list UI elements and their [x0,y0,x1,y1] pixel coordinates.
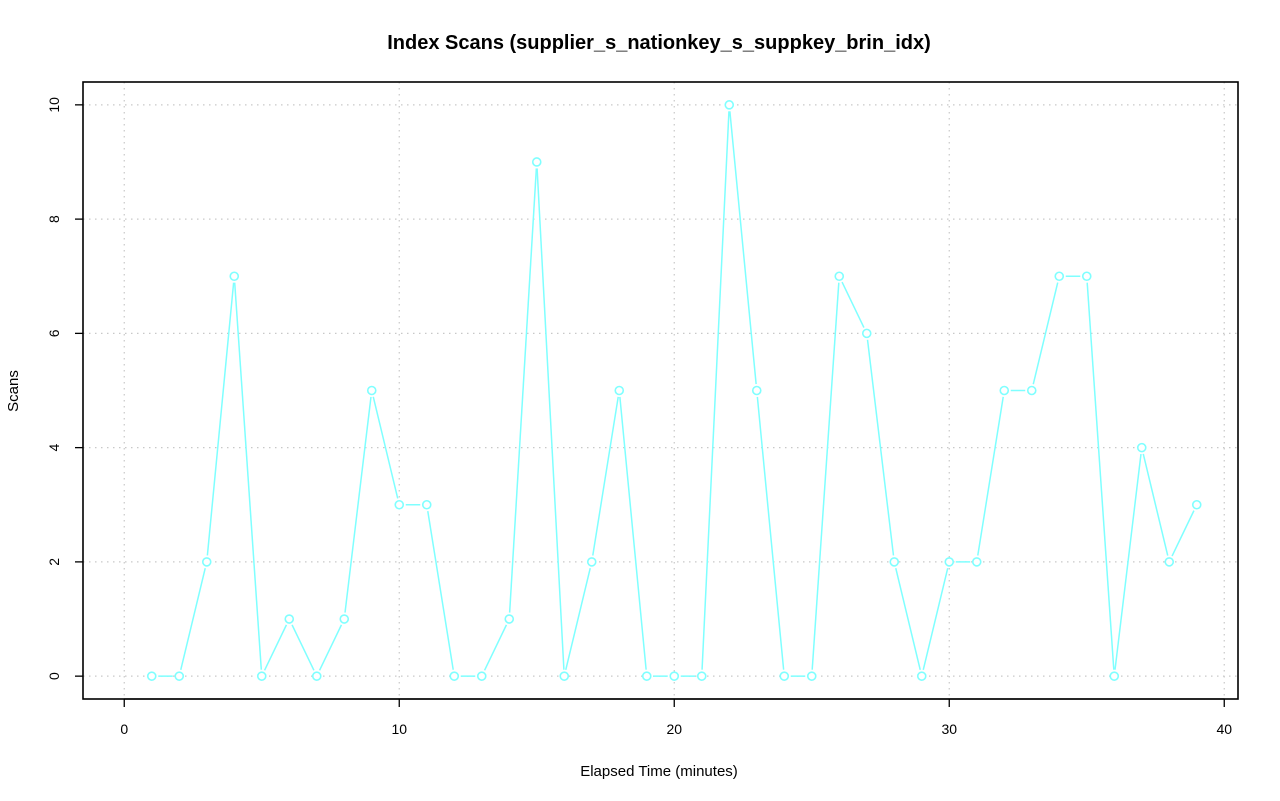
data-point [614,385,625,396]
series-line-segment [263,624,288,671]
data-point [971,557,982,567]
y-tick-label: 6 [46,329,62,337]
series-line-segment [508,168,538,613]
x-tick-label: 10 [391,721,407,737]
series-line-segment [318,624,343,671]
series-line-segment [344,396,372,613]
y-tick-label: 8 [46,215,62,223]
x-tick-label: 20 [666,721,682,737]
series-line-segment [977,396,1004,556]
x-axis: 0 10 20 30 40 [120,698,1232,737]
data-point [1081,271,1092,282]
data-point [174,671,185,681]
series-line-segment [565,568,591,671]
series-line-segment [291,624,315,671]
data-point [449,671,460,681]
data-point [476,671,487,681]
data-point [531,157,542,167]
data-point [834,271,845,282]
chart-title: Index Scans (supplier_s_nationkey_s_supp… [387,32,931,54]
series-line-segment [756,396,785,670]
y-axis: 0 2 4 6 8 10 [46,97,83,680]
data-point [1136,442,1147,453]
data-point [1054,271,1065,282]
y-tick-label: 2 [46,558,62,566]
series [146,100,1202,681]
data-point [724,100,735,110]
data-point [284,614,295,624]
series-line-segment [811,282,840,670]
data-point [256,671,267,681]
series-line-segment [1142,453,1169,556]
data-point [944,557,955,567]
data-point [504,614,515,624]
data-point [366,385,377,396]
x-tick-label: 0 [120,721,128,737]
data-point [201,557,212,567]
y-tick-label: 4 [46,444,62,452]
x-axis-label: Elapsed Time (minutes) [580,763,738,780]
series-layer [146,100,1202,681]
series-line-segment [866,339,895,556]
series-line-segment [180,568,206,671]
data-point [751,385,762,396]
data-point [806,671,817,681]
data-point [394,499,405,510]
data-point [1109,671,1120,681]
series-line-segment [619,396,647,670]
series-line-segment [922,568,949,671]
series-line-segment [1114,453,1142,670]
data-point [916,671,927,681]
data-point [696,671,707,681]
x-tick-label: 40 [1216,721,1232,737]
data-point [1191,499,1202,510]
data-point [339,614,350,624]
data-point [1026,385,1037,396]
data-point [229,271,240,282]
series-line-segment [1171,510,1195,557]
data-point [641,671,652,681]
series-line-segment [841,281,865,328]
data-point [559,671,570,681]
series-line-segment [372,396,399,499]
data-point [861,328,872,339]
data-point [311,671,322,681]
y-tick-label: 0 [46,672,62,680]
series-line-segment [895,568,921,671]
data-point [146,671,157,681]
y-axis-label: Scans [5,370,22,412]
series-line-segment [1086,282,1115,670]
data-point [999,385,1010,396]
data-point [889,557,900,567]
x-tick-label: 30 [941,721,957,737]
data-point [669,671,680,681]
series-line-segment [427,511,454,670]
series-line-segment [729,111,757,385]
data-point [421,499,432,510]
series-line-segment [206,282,235,556]
data-point [586,557,597,567]
series-line-segment [536,168,565,670]
y-tick-label: 10 [46,97,62,113]
series-line-segment [483,624,508,671]
data-point [1164,557,1175,567]
data-point [779,671,790,681]
series-line-segment [1032,282,1059,385]
series-line-segment [701,111,730,670]
series-line-segment [592,396,619,556]
series-line-segment [233,282,263,670]
